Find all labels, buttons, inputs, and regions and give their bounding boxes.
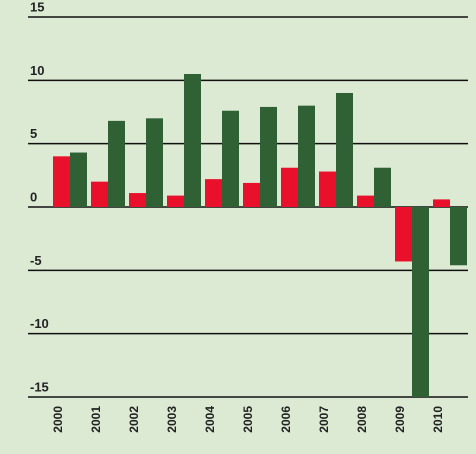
- x-tick-label: 2010: [431, 406, 445, 433]
- x-tick-label: 2009: [393, 406, 407, 433]
- bar: [395, 207, 412, 262]
- bar: [298, 105, 315, 207]
- bar: [357, 195, 374, 207]
- bar: [433, 199, 450, 207]
- bar: [53, 156, 70, 207]
- bar: [205, 179, 222, 207]
- y-tick-label: 10: [30, 63, 44, 78]
- x-tick-label: 2007: [317, 406, 331, 433]
- y-tick-label: -10: [30, 316, 49, 331]
- bar: [281, 167, 298, 207]
- bar: [243, 182, 260, 207]
- x-tick-label: 2004: [203, 406, 217, 433]
- x-tick-label: 2000: [51, 406, 65, 433]
- bar: [184, 74, 201, 207]
- x-tick-label: 2008: [355, 406, 369, 433]
- x-tick-label: 2003: [165, 406, 179, 433]
- y-tick-label: -5: [30, 253, 42, 268]
- bar: [222, 110, 239, 207]
- x-tick-label: 2005: [241, 406, 255, 433]
- bar: [319, 171, 336, 207]
- bar: [336, 93, 353, 207]
- bar: [146, 118, 163, 207]
- bar: [108, 120, 125, 207]
- y-tick-label: 5: [30, 126, 37, 141]
- y-tick-label: 0: [30, 189, 37, 204]
- x-tick-label: 2001: [89, 406, 103, 433]
- bar: [450, 207, 467, 266]
- bar: [374, 167, 391, 207]
- y-tick-label: -15: [30, 379, 49, 394]
- bar: [91, 181, 108, 207]
- bar: [167, 195, 184, 207]
- bar: [260, 106, 277, 207]
- bar: [70, 152, 87, 207]
- bar: [412, 207, 429, 397]
- bar: [129, 193, 146, 207]
- x-tick-label: 2002: [127, 406, 141, 433]
- x-tick-label: 2006: [279, 406, 293, 433]
- y-tick-label: 15: [30, 0, 44, 14]
